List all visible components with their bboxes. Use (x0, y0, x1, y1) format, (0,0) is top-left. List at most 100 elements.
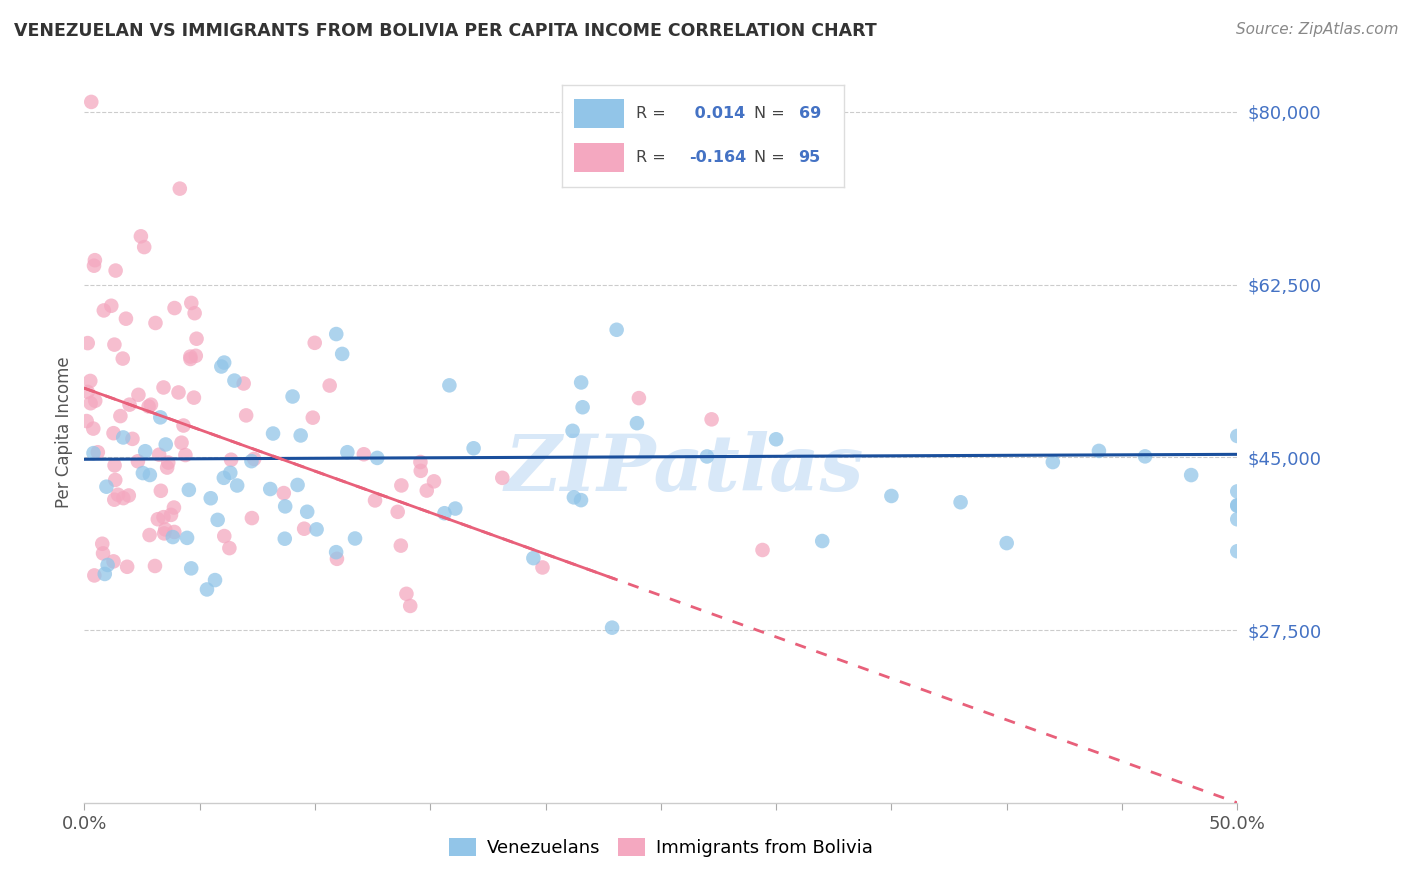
Text: R =: R = (636, 150, 665, 165)
Point (765, 432, 787, 446)
Point (112, 430, 135, 444)
Point (325, 326, 347, 341)
Point (180, 296, 202, 310)
Point (600, 621, 623, 635)
Text: -0.164: -0.164 (689, 150, 747, 165)
Point (134, 240, 156, 254)
Point (240, 454, 263, 468)
Point (180, 561, 202, 575)
Point (562, 491, 585, 505)
Point (301, 410, 323, 425)
Text: 0.014: 0.014 (689, 106, 745, 121)
Point (204, 573, 226, 587)
Point (423, 475, 446, 489)
Point (139, 398, 162, 412)
Point (104, 263, 127, 277)
Point (273, 486, 295, 500)
Text: VENEZUELAN VS IMMIGRANTS FROM BOLIVIA PER CAPITA INCOME CORRELATION CHART: VENEZUELAN VS IMMIGRANTS FROM BOLIVIA PE… (14, 22, 877, 40)
Point (183, 391, 205, 405)
Point (212, 355, 235, 369)
Point (184, 349, 207, 363)
Point (290, 428, 312, 442)
Point (387, 505, 409, 519)
Point (174, 448, 197, 462)
Point (214, 529, 236, 543)
Point (112, 491, 135, 505)
Point (212, 471, 235, 485)
Point (94, 566, 117, 581)
Point (1226, 512, 1249, 526)
Point (995, 536, 1018, 550)
Point (84, 393, 107, 408)
Point (155, 523, 177, 537)
Point (103, 554, 125, 568)
Text: ZIPatlas: ZIPatlas (505, 432, 863, 508)
Point (336, 445, 359, 459)
Point (439, 378, 461, 392)
Point (209, 359, 232, 374)
Point (1133, 450, 1156, 464)
Point (1226, 498, 1249, 512)
Point (200, 491, 222, 506)
Point (82, 421, 104, 435)
Point (626, 416, 648, 430)
Point (183, 306, 205, 320)
Point (606, 323, 628, 337)
Point (103, 426, 125, 441)
Point (83, 568, 105, 582)
Point (76, 336, 98, 351)
Point (79, 374, 101, 388)
Point (522, 551, 544, 566)
Point (325, 545, 347, 559)
FancyBboxPatch shape (574, 144, 624, 172)
Point (444, 501, 467, 516)
Point (409, 464, 432, 478)
Point (305, 522, 328, 536)
Point (115, 311, 138, 326)
Point (134, 444, 156, 458)
Point (219, 452, 242, 467)
Point (179, 351, 201, 366)
Point (262, 426, 284, 441)
Point (127, 454, 149, 468)
Point (232, 376, 254, 391)
Point (107, 488, 129, 502)
Point (176, 531, 198, 545)
Point (93, 303, 115, 318)
Point (76, 414, 98, 428)
Point (366, 450, 388, 465)
Point (143, 559, 166, 574)
Point (195, 582, 218, 597)
Point (79, 396, 101, 410)
Point (149, 410, 172, 425)
Point (167, 385, 190, 400)
Point (389, 478, 412, 492)
Point (274, 532, 297, 546)
Point (148, 448, 170, 462)
Point (1226, 484, 1249, 499)
Point (87, 445, 110, 459)
Point (491, 471, 513, 485)
Point (80, 95, 103, 109)
Point (103, 337, 125, 351)
Point (132, 466, 155, 480)
Point (243, 452, 266, 467)
Point (318, 378, 340, 392)
Point (569, 376, 592, 390)
Point (104, 473, 127, 487)
Point (226, 478, 249, 492)
Point (173, 418, 195, 433)
Point (395, 587, 418, 601)
Point (177, 483, 200, 497)
Point (162, 530, 184, 544)
Point (344, 532, 367, 546)
Point (146, 512, 169, 526)
Point (121, 432, 143, 446)
Legend: Venezuelans, Immigrants from Bolivia: Venezuelans, Immigrants from Bolivia (441, 830, 880, 864)
Point (389, 539, 412, 553)
Point (627, 391, 650, 405)
Point (561, 424, 583, 438)
Point (1226, 544, 1249, 558)
Point (1088, 443, 1111, 458)
Point (218, 541, 240, 555)
